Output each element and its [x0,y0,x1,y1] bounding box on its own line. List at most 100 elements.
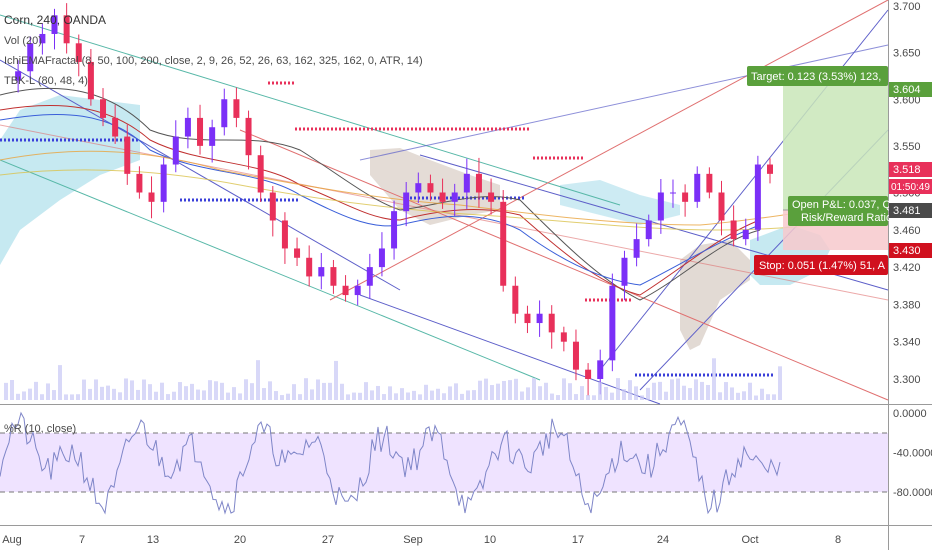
volume-bar [154,391,158,400]
trend-line-blue-1[interactable] [0,59,401,291]
volume-bar [364,382,368,400]
date-tick-label: 13 [147,534,159,546]
volume-bar [448,386,452,400]
candle-body [124,136,131,174]
target-price-tag-text: 3.604 [893,84,921,96]
volume-bar [142,379,146,400]
volume-bar [394,393,398,400]
trend-line-red-2[interactable] [329,0,889,301]
volume-bar [202,390,206,400]
volume-bar [724,382,728,400]
volume-bar [712,358,716,400]
price-axis[interactable]: 3.7003.6503.6003.5503.5003.4603.4203.380… [893,1,921,386]
candle-body [597,360,604,379]
volume-bar [208,380,212,400]
candle-body [136,173,143,193]
volume-bar [292,384,296,400]
candles [15,3,773,396]
date-axis[interactable]: Aug 7 13 20 27 Sep 10 17 24 Oct 8 [2,534,841,546]
volume-bar [406,392,410,400]
volume-bar [118,392,122,400]
volume-bar [418,394,422,400]
legend-vol[interactable]: Vol (20) [4,35,42,47]
volume-bar [304,378,308,400]
countdown-tag [889,179,932,194]
volume-bar [622,389,626,400]
current-price-tag [889,162,932,177]
volume-bar [502,380,506,400]
volume-bar [148,384,152,400]
candle-body [645,220,652,240]
wr-line-path [0,411,781,515]
pnl-label-bg[interactable] [788,196,888,226]
symbol-title[interactable]: Corn, 240, OANDA [4,13,106,27]
volume-bar [286,393,290,400]
price-tick-label: 3.650 [893,48,921,60]
candle-body [694,173,701,202]
candle-body [221,99,228,128]
volume-bar [388,386,392,400]
candle-body [706,173,713,193]
volume-bar [214,381,218,400]
candle-body [730,220,737,240]
candle-body [342,285,349,296]
volume-bar [514,378,518,400]
volume-bar [190,383,194,400]
ma-red [0,104,761,296]
trend-line-blue-2[interactable] [359,294,661,405]
candle-body [500,201,507,286]
volume-bar [556,395,560,400]
volume-bar [106,385,110,400]
candle-body [572,341,579,370]
trend-line-teal-1[interactable] [0,14,621,206]
volume-bars [4,358,782,400]
candle-body [609,285,616,361]
volume-bar [310,389,314,400]
volume-bar [256,360,260,400]
candle-body [488,192,495,202]
volume-bar [64,394,68,400]
volume-bar [4,382,8,400]
volume-bar [676,378,680,400]
candle-body [754,164,761,230]
candle-body [403,192,410,212]
date-tick-label: 20 [234,534,246,546]
entry-price-tag [889,203,932,218]
volume-bar [460,393,464,400]
volume-bar [634,386,638,400]
volume-bar [226,392,230,400]
price-tick-label: 3.340 [893,337,921,349]
moving-averages [0,87,861,301]
trend-line-teal-2[interactable] [0,159,541,381]
candle-body [415,183,422,193]
candle-body [767,164,773,174]
candle-body [245,117,252,156]
candle-body [718,192,725,221]
volume-bar [430,390,434,400]
volume-bar [574,394,578,400]
volume-bar [34,381,38,400]
candle-body [15,71,22,81]
volume-bar [442,393,446,400]
date-tick-label: 8 [835,534,841,546]
volume-bar [40,394,44,400]
volume-bar [772,394,776,400]
volume-bar [538,386,542,400]
wr-axis[interactable]: 0.0000 -40.0000 -80.0000 [893,408,932,499]
stop-label-bg[interactable] [754,255,888,275]
date-tick-label: Sep [403,534,423,546]
candle-body [475,173,482,193]
trend-line-blue-6[interactable] [359,44,889,161]
candle-body [451,192,458,202]
volume-bar [136,389,140,400]
legend-ichi[interactable]: IchiEMAFractal (8, 50, 100, 200, close, … [4,55,423,67]
volume-bar [688,388,692,400]
volume-bar [562,378,566,400]
legend-wr[interactable]: %R (10, close) [4,423,76,435]
legend-tbk[interactable]: TBK-L (80, 48, 4) [4,75,88,87]
candle-body [294,248,301,258]
trend-line-red-1[interactable] [239,129,889,401]
stop-price-tag-text: 3.430 [893,245,921,257]
target-label-bg[interactable] [747,66,888,86]
